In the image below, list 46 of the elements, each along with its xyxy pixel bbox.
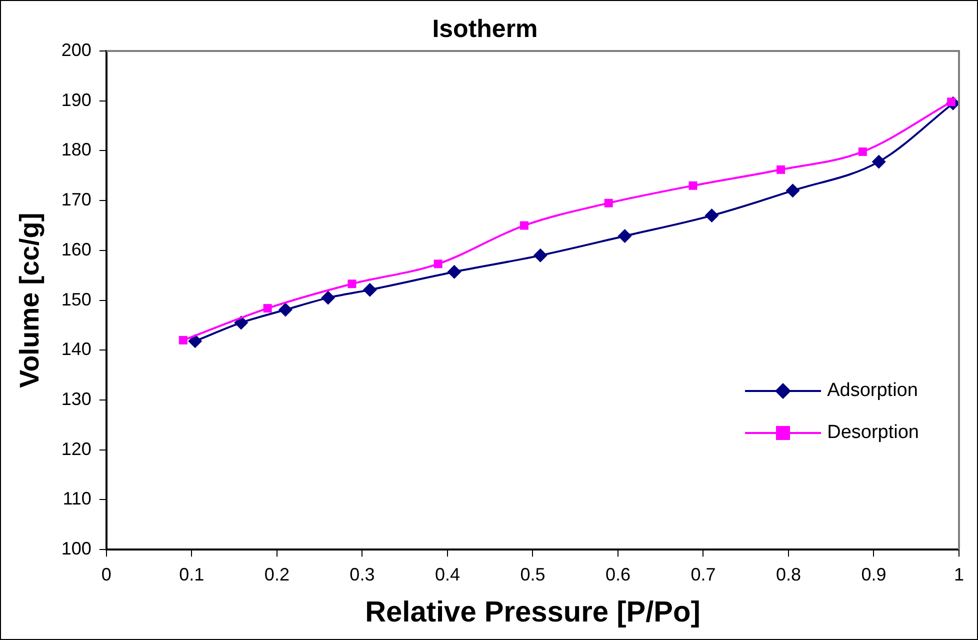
point xyxy=(533,248,548,262)
point xyxy=(447,264,462,279)
x-tick-label: 0.1 xyxy=(179,564,204,584)
point xyxy=(321,290,336,305)
y-axis-title: Volume [cc/g] xyxy=(14,212,45,388)
y-tick-label: 170 xyxy=(61,190,92,210)
x-tick-label: 0.9 xyxy=(861,564,886,584)
x-tick-label: 0.8 xyxy=(776,564,801,584)
x-tick-label: 0.2 xyxy=(264,564,290,584)
y-tick-label: 140 xyxy=(61,339,92,360)
legend-label: Desorption xyxy=(827,421,919,446)
y-tick-label: 150 xyxy=(61,289,92,310)
point xyxy=(362,282,377,297)
x-axis-title: Relative Pressure [P/Po] xyxy=(365,596,700,629)
point xyxy=(786,184,800,198)
point xyxy=(178,336,188,344)
point xyxy=(263,304,272,313)
legend-label: Adsorption xyxy=(827,379,918,404)
point xyxy=(618,228,632,243)
chart-title: Isotherm xyxy=(432,14,538,43)
x-tick-label: 0.5 xyxy=(520,564,546,584)
point xyxy=(704,208,719,223)
x-tick-label: 0 xyxy=(101,564,112,584)
y-tick-label: 200 xyxy=(61,40,92,60)
point xyxy=(278,302,292,317)
point xyxy=(604,198,613,208)
y-tick-label: 180 xyxy=(61,140,92,160)
y-tick-label: 130 xyxy=(61,388,92,409)
y-tick-label: 120 xyxy=(61,438,92,459)
point xyxy=(688,181,698,190)
x-tick-label: 0.6 xyxy=(605,564,630,584)
y-tick-label: 110 xyxy=(62,488,92,509)
point xyxy=(188,334,202,348)
x-tick-label: 0.7 xyxy=(690,564,716,584)
point xyxy=(776,165,786,174)
y-tick-label: 100 xyxy=(61,538,92,559)
x-tick-label: 0.4 xyxy=(434,564,460,584)
point xyxy=(520,221,528,230)
point xyxy=(434,260,442,268)
point xyxy=(858,147,867,156)
y-tick-label: 160 xyxy=(61,239,92,260)
y-tick-label: 190 xyxy=(61,90,92,110)
point xyxy=(348,280,356,288)
x-tick-label: 1 xyxy=(954,564,964,584)
point xyxy=(872,154,886,169)
x-tick-label: 0.3 xyxy=(350,564,375,584)
